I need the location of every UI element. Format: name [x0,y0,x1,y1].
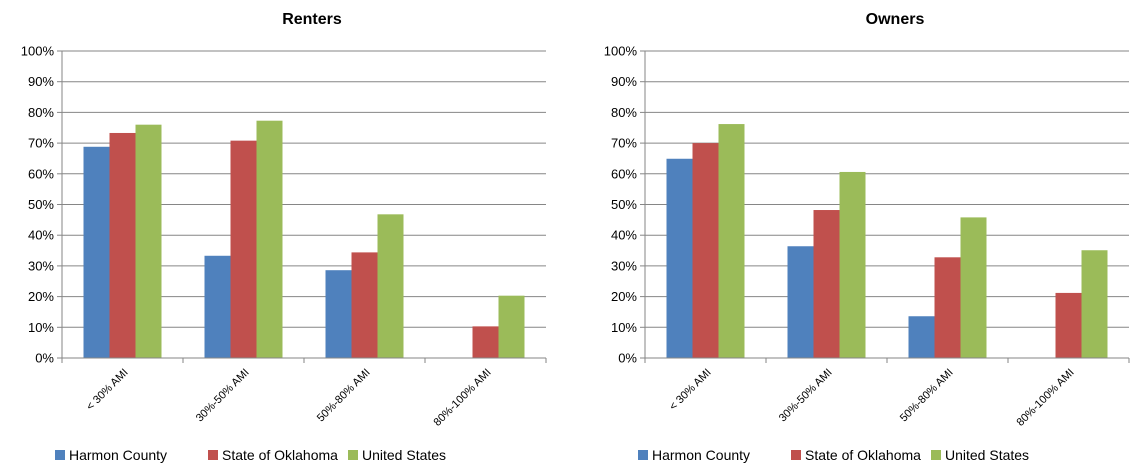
renters-y-tick-label: 20% [28,289,54,304]
renters-legend-swatch-united-states [348,450,358,460]
owners-bar-harmon-county-1 [666,158,693,358]
renters-bar-united-states-3 [377,214,404,358]
owners-bar-united-states-3 [960,217,987,358]
owners-legend-swatch-harmon-county [638,450,648,460]
owners-chart-panel: Owners 0% 10% 20% 30% 40% 50% 60% 70% 80% 90% 100% <… [583,0,1143,472]
renters-y-tick-label: 10% [28,320,54,335]
owners-y-tick-label: 50% [611,197,637,212]
renters-y-tick-label: 30% [28,258,54,273]
owners-category-label: 30%-50% AMI [777,367,835,425]
renters-legend-swatch-harmon-county [55,450,65,460]
owners-legend-swatch-united-states [931,450,941,460]
owners-bar-state-of-oklahoma-3 [934,257,961,358]
owners-y-tick-label: 20% [611,289,637,304]
renters-bar-united-states-4 [498,295,525,358]
owners-legend-swatch-state-of-oklahoma [791,450,801,460]
owners-y-tick-label: 70% [611,136,637,151]
owners-y-tick-label: 60% [611,166,637,181]
owners-legend-label-harmon-county: Harmon County [652,447,750,463]
renters-bar-state-of-oklahoma-2 [230,140,257,358]
renters-chart-title: Renters [282,11,342,28]
owners-bar-state-of-oklahoma-1 [692,143,719,358]
renters-bar-united-states-2 [256,120,283,359]
owners-y-tick-label: 90% [611,74,637,89]
owners-legend-label-state-of-oklahoma: State of Oklahoma [805,447,921,463]
renters-category-label: < 30% AMI [84,367,130,413]
renters-legend-swatch-state-of-oklahoma [208,450,218,460]
owners-bar-united-states-1 [718,124,745,358]
owners-y-tick-label: 30% [611,258,637,273]
renters-category-label: 30%-50% AMI [194,367,252,425]
owners-bar-state-of-oklahoma-4 [1055,292,1082,358]
owners-bar-harmon-county-2 [787,246,814,358]
renters-bar-united-states-1 [135,124,162,359]
renters-legend-label-harmon-county: Harmon County [69,447,167,463]
owners-category-label: 50%-80% AMI [898,367,956,425]
renters-bar-state-of-oklahoma-4 [472,326,499,358]
renters-y-tick-label: 40% [28,228,54,243]
renters-y-tick-label: 60% [28,166,54,181]
owners-chart: Owners 0% 10% 20% 30% 40% 50% 60% 70% 80% 90% 100% <… [604,11,1130,463]
renters-y-tick-label: 70% [28,136,54,151]
renters-bar-harmon-county-2 [204,255,231,358]
owners-legend-label-united-states: United States [945,447,1029,463]
owners-bar-united-states-2 [839,171,866,358]
renters-chart: Renters 0% 10% 20% 30% 40% 50% 60% 70% 80% 90% 100%… [21,11,547,463]
owners-bar-harmon-county-3 [908,316,935,358]
owners-category-label: 80%-100% AMI [1015,367,1077,429]
owners-y-tick-label: 10% [611,320,637,335]
renters-y-tick-label: 80% [28,105,54,120]
owners-bar-united-states-4 [1081,250,1108,358]
renters-category-label: 80%-100% AMI [432,367,494,429]
owners-chart-title: Owners [866,11,925,28]
renters-y-tick-label: 90% [28,74,54,89]
renters-y-tick-label: 100% [21,44,55,59]
owners-bar-state-of-oklahoma-2 [813,210,840,358]
renters-chart-panel: Renters 0% 10% 20% 30% 40% 50% 60% 70% 80% 90% 100%… [0,0,560,472]
renters-category-label: 50%-80% AMI [315,367,373,425]
renters-legend-label-united-states: United States [362,447,446,463]
renters-y-tick-label: 0% [35,351,54,366]
owners-y-tick-label: 100% [604,44,638,59]
renters-y-tick-label: 50% [28,197,54,212]
owners-category-label: < 30% AMI [667,367,713,413]
renters-bar-harmon-county-3 [325,270,352,358]
renters-bar-harmon-county-1 [83,146,110,358]
renters-bar-state-of-oklahoma-3 [351,252,378,358]
owners-y-tick-label: 40% [611,228,637,243]
renters-bar-state-of-oklahoma-1 [109,132,136,358]
owners-y-tick-label: 80% [611,105,637,120]
renters-legend-label-state-of-oklahoma: State of Oklahoma [222,447,338,463]
owners-y-tick-label: 0% [618,351,637,366]
